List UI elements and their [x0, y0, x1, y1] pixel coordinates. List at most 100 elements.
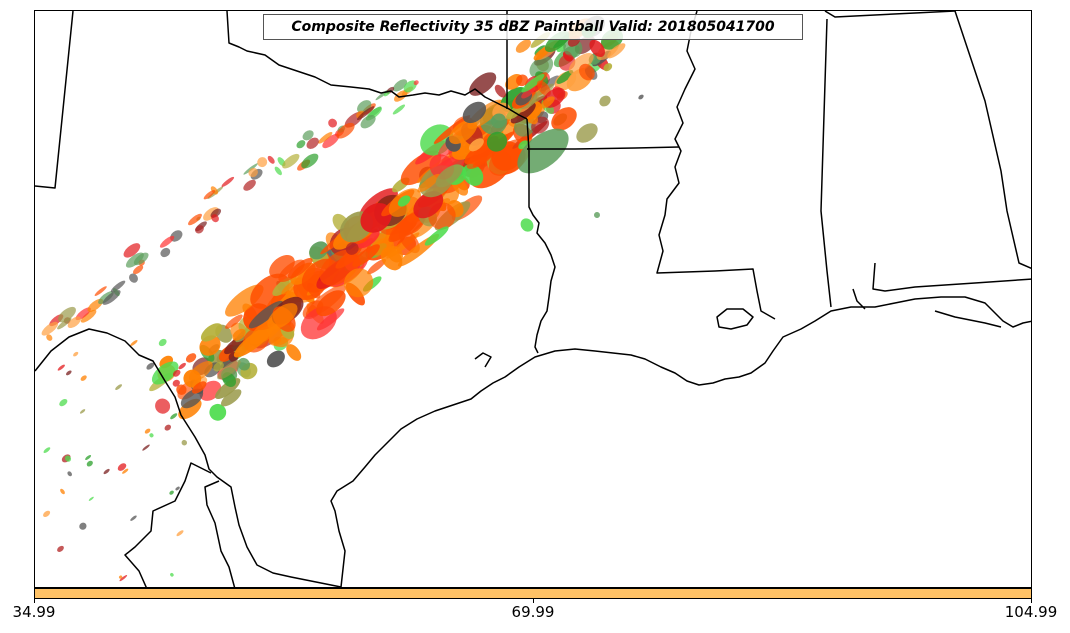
state-boundaries	[35, 11, 1031, 587]
paintball-blob	[103, 468, 110, 475]
red-river-boundary	[226, 11, 528, 120]
paintball-blob	[79, 409, 86, 414]
paintball-blob	[520, 218, 534, 232]
paintball-blob	[164, 424, 172, 431]
paintball-blob	[521, 73, 545, 93]
paintball-blob	[46, 334, 53, 341]
paintball-blob	[579, 63, 595, 81]
paintball-blob	[57, 317, 72, 330]
paintball-blob	[392, 104, 406, 115]
paintball-blob	[176, 530, 184, 537]
paintball-blob	[467, 99, 504, 130]
paintball-blob	[146, 362, 155, 370]
paintball-blob	[413, 80, 419, 86]
paintball-blob	[278, 259, 305, 283]
paintball-blob	[160, 247, 171, 258]
paintball-blob	[607, 43, 626, 59]
paintball-blob	[85, 455, 92, 460]
paintball-blob	[529, 56, 554, 78]
paintball-blob	[122, 468, 129, 474]
paintball-blob	[158, 338, 167, 347]
paintball-blob	[220, 389, 242, 407]
paintball-blob	[435, 164, 463, 188]
paintball-blob	[599, 95, 611, 107]
paintball-blob	[394, 90, 408, 102]
paintball-blob	[142, 444, 150, 451]
paintball-blob	[516, 74, 528, 87]
paintball-blob	[118, 575, 123, 579]
paintball-blob	[589, 39, 605, 58]
colorbar-tick-label-mid: 69.99	[511, 603, 555, 621]
map-title: Composite Reflectivity 35 dBZ Paintball …	[263, 14, 803, 40]
paintball-blob	[225, 314, 243, 329]
colorbar-tick-label-right: 104.99	[1004, 603, 1058, 621]
lake-pontchartrain	[716, 308, 754, 330]
mexico-state-line-2	[204, 480, 236, 587]
paintball-blob	[159, 235, 175, 248]
paintball-blob	[462, 163, 484, 186]
paintball-blob	[149, 433, 154, 438]
florida-panhandle-coast	[934, 310, 1002, 328]
paintball-blob	[211, 214, 219, 223]
paintball-blob	[551, 107, 577, 131]
paintball-blob	[517, 128, 569, 174]
paintball-blob	[170, 572, 174, 577]
paintball-blob	[594, 211, 600, 218]
paintball-blob	[232, 328, 246, 341]
paintball-blob	[65, 370, 72, 376]
colorbar-tick-mark-right	[1031, 599, 1032, 603]
paintball-blob	[286, 344, 302, 361]
paintball-blob	[403, 80, 417, 93]
paintball-blob	[576, 123, 598, 143]
paintball-blob	[490, 113, 507, 129]
paintball-blob	[209, 403, 227, 421]
tennessee-border	[824, 11, 956, 18]
paintball-blob	[486, 131, 508, 152]
alabama-florida-border	[872, 262, 1031, 292]
paintball-blob	[494, 84, 507, 98]
paintball-blob	[58, 306, 76, 323]
mississippi-alabama-border	[820, 18, 832, 308]
paintball-blob	[192, 381, 207, 394]
paintball-blob	[80, 309, 97, 323]
paintball-blob	[360, 115, 376, 129]
paintball-blob	[151, 361, 179, 385]
paintball-blob	[133, 252, 149, 266]
paintball-blob	[86, 460, 93, 467]
texas-louisiana-border	[526, 118, 556, 354]
paintball-blob	[43, 510, 51, 518]
paintball-blob	[169, 490, 174, 495]
paintball-blob	[67, 316, 81, 329]
mississippi-river-border	[656, 11, 776, 320]
paintball-blob	[178, 362, 186, 370]
paintball-blob	[309, 241, 329, 260]
colorbar-tick-mark-left	[34, 599, 35, 603]
colorbar-tick-label-left: 34.99	[12, 603, 56, 621]
paintball-blob	[243, 179, 256, 191]
paintball-blob	[170, 413, 178, 420]
paintball-blob	[172, 369, 181, 377]
paintball-blob	[536, 80, 551, 97]
paintball-blob	[296, 140, 306, 149]
paintball-blob	[94, 286, 107, 296]
paintball-blob	[302, 130, 314, 141]
paintball-blob	[510, 102, 536, 124]
paintball-blob	[638, 94, 644, 100]
paintball-blob	[57, 364, 65, 371]
paintball-blob	[130, 339, 138, 347]
paintball-blob	[352, 244, 380, 267]
paintball-blob	[462, 101, 487, 124]
state-line-west	[35, 11, 74, 189]
paintball-blob	[115, 384, 123, 390]
paintball-blob	[88, 496, 94, 501]
paintball-blob	[306, 137, 319, 149]
paintball-blob	[73, 351, 79, 357]
paintball-blob	[318, 131, 333, 144]
map-panel	[34, 10, 1032, 588]
paintball-blob	[397, 195, 411, 207]
paintball-blob	[367, 258, 386, 275]
paintball-blob	[603, 63, 613, 72]
paintball-blob	[521, 86, 536, 99]
paintball-blob	[117, 463, 127, 471]
paintball-blob	[181, 439, 188, 446]
